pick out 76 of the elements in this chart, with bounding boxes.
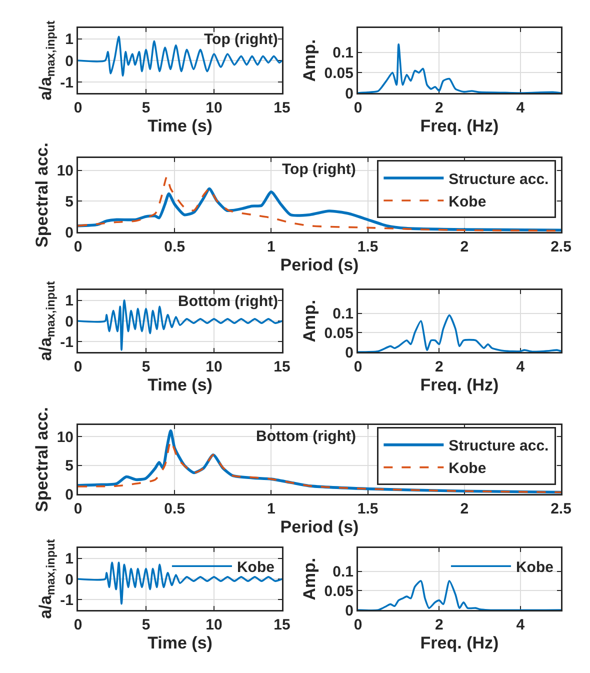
y-tick-label: 0 — [345, 85, 354, 102]
x-tick-label: 2 — [435, 100, 444, 116]
y-tick-label: 0.05 — [324, 582, 354, 600]
x-tick-label: 1 — [267, 238, 276, 256]
x-tick-label: 10 — [206, 616, 222, 634]
y-tick-label: 0 — [65, 224, 74, 242]
y-tick-label: 5 — [65, 193, 74, 210]
y-axis-title: Amp. — [300, 300, 320, 342]
y-tick-label: 5 — [65, 458, 74, 474]
y-tick-label: 1 — [65, 292, 74, 310]
legend-label: Kobe — [448, 460, 486, 478]
y-tick-label: 0 — [65, 52, 74, 70]
x-axis-title: Period (s) — [280, 256, 359, 275]
legend-label: Structure acc. — [448, 170, 549, 188]
y-tick-label: 1 — [65, 31, 74, 48]
legend-label: Kobe — [236, 558, 274, 576]
y-axis-title: Amp. — [300, 558, 320, 600]
x-tick-label: 0.5 — [164, 238, 186, 256]
x-tick-label: 2.5 — [550, 500, 572, 518]
y-axis-title: Spectral acc. — [32, 142, 52, 248]
x-axis-title: Freq. (Hz) — [420, 376, 499, 395]
x-tick-label: 4 — [516, 358, 526, 376]
y-axis-title: Spectral acc. — [32, 407, 52, 512]
x-axis-title: Time (s) — [148, 376, 212, 395]
x-tick-label: 4 — [516, 100, 526, 116]
x-axis-title: Freq. (Hz) — [420, 634, 499, 653]
annotation: Top (right) — [204, 31, 278, 48]
annotation: Top (right) — [282, 161, 356, 178]
x-axis-title: Time (s) — [148, 634, 212, 653]
y-tick-label: -1 — [60, 592, 74, 609]
x-tick-label: 10 — [206, 100, 222, 116]
y-tick-label: 0.1 — [332, 44, 354, 62]
x-tick-label: 2 — [435, 616, 444, 634]
y-tick-label: 0 — [345, 602, 354, 620]
x-axis-title: Freq. (Hz) — [420, 116, 499, 136]
x-tick-label: 5 — [142, 358, 150, 376]
y-tick-label: 0.1 — [332, 564, 354, 580]
x-tick-label: 1 — [267, 500, 276, 518]
line-series — [358, 314, 561, 352]
annotation: Bottom (right) — [178, 293, 278, 310]
x-tick-label: 0.5 — [164, 500, 186, 518]
x-axis-title: Period (s) — [280, 518, 359, 537]
y-tick-label: 0.05 — [324, 64, 354, 82]
x-tick-label: 15 — [274, 100, 290, 116]
x-tick-label: 4 — [516, 616, 526, 634]
y-tick-label: 10 — [56, 162, 74, 180]
x-axis-title: Time (s) — [148, 116, 212, 136]
x-tick-label: 2 — [460, 500, 469, 518]
y-tick-label: 0 — [65, 571, 74, 588]
annotation: Bottom (right) — [256, 428, 356, 445]
x-tick-label: 2 — [435, 358, 444, 376]
y-tick-label: 0 — [345, 344, 354, 362]
line-series — [78, 562, 282, 605]
x-tick-label: 15 — [274, 616, 290, 634]
legend-label: Kobe — [516, 558, 554, 576]
y-tick-label: 0 — [65, 313, 74, 330]
line-series — [358, 43, 561, 93]
x-tick-label: 1.5 — [357, 500, 378, 518]
x-tick-label: 10 — [206, 358, 222, 376]
x-tick-label: 5 — [142, 100, 150, 116]
x-tick-label: 15 — [274, 358, 290, 376]
y-tick-label: 0.1 — [332, 306, 354, 322]
line-series — [358, 580, 561, 610]
x-tick-label: 2.5 — [550, 238, 572, 256]
x-tick-label: 1.5 — [357, 238, 378, 256]
legend-label: Structure acc. — [448, 438, 549, 455]
y-tick-label: -1 — [60, 74, 74, 92]
legend-label: Kobe — [448, 193, 486, 210]
y-tick-label: 0 — [65, 486, 74, 504]
y-axis-title: Amp. — [300, 39, 320, 82]
x-tick-label: 5 — [142, 616, 150, 634]
y-tick-label: 1 — [65, 550, 74, 568]
y-tick-label: 10 — [56, 428, 74, 446]
x-tick-label: 2 — [460, 238, 469, 256]
y-tick-label: -1 — [60, 334, 74, 351]
y-tick-label: 0.05 — [324, 324, 354, 342]
